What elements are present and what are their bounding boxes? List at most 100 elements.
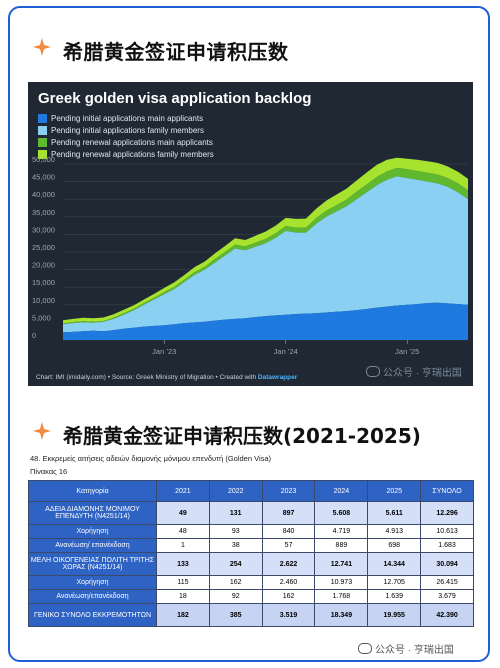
x-tick-label: Jan ’25: [395, 347, 419, 356]
table-header-row: Κατηγορία 2021 2022 2023 2024 2025 ΣΥΝΟΛΟ: [28, 480, 474, 502]
y-tick-label: 40,000: [32, 190, 55, 199]
column-header: 2024: [314, 480, 369, 502]
row-label: Χορήγηση: [28, 575, 157, 590]
table-cell: 1.768: [314, 589, 369, 604]
table-cell: 57: [261, 538, 316, 553]
table-cell: 133: [156, 552, 210, 576]
table-row: ΓΕΝΙΚΟ ΣΥΝΟΛΟ ΕΚΚΡΕΜΟΤΗΤΩΝ 182 385 3.519 18.…: [28, 603, 474, 627]
table-row: Ανανέωση/ επανέκδοση 1 38 57 889 698 1.683: [28, 538, 474, 553]
legend-item: Pending renewal applications family memb…: [38, 148, 214, 160]
y-tick-label: 45,000: [32, 173, 55, 182]
wechat-icon: [366, 366, 380, 377]
x-tick-label: Jan ’23: [152, 347, 176, 356]
table-cell: 385: [208, 603, 263, 627]
table-cell: 254: [208, 552, 263, 576]
section-title: 希腊黄金签证申请积压数(2021-2025): [63, 424, 421, 448]
row-label: ΜΕΛΗ ΟΙΚΟΓΕΝΕΙΑΣ ΠΟΛΙΤΗ ΤΡΙΤΗΣ ΧΩΡΑΣ (Ν4…: [28, 552, 157, 576]
table-cell: 5.608: [314, 501, 369, 525]
area-initial-family: [63, 176, 468, 333]
backlog-chart: Greek golden visa application backlog Pe…: [28, 82, 473, 386]
table-cell: 3.519: [261, 603, 316, 627]
y-tick-label: 50,000: [32, 155, 55, 164]
table-cell: 42.390: [420, 603, 474, 627]
table-cell: 162: [208, 575, 263, 590]
chart-plot: 50,000 45,000 40,000 35,000 30,000 25,000 20,0…: [32, 155, 468, 356]
row-label: ΓΕΝΙΚΟ ΣΥΝΟΛΟ ΕΚΚΡΕΜΟΤΗΤΩΝ: [28, 603, 157, 627]
table-cell: 18.349: [314, 603, 369, 627]
section-title: 希腊黄金签证申请积压数: [63, 40, 289, 64]
y-tick-label: 20,000: [32, 261, 55, 270]
table-cell: 12.705: [367, 575, 422, 590]
table-cell: 49: [156, 501, 210, 525]
table-cell: 30.094: [420, 552, 474, 576]
table-cell: 2.460: [261, 575, 316, 590]
sparkle-icon: [33, 38, 51, 56]
column-header: 2022: [208, 480, 263, 502]
y-tick-label: 35,000: [32, 208, 55, 217]
y-tick-label: 10,000: [32, 296, 55, 305]
table-cell: 1.639: [367, 589, 422, 604]
column-header: 2025: [367, 480, 422, 502]
sparkle-icon: [33, 422, 51, 440]
table-row: Ανανέωση/επανέκδοση 18 92 162 1.768 1.639 3.67…: [28, 589, 474, 604]
table-row: Χορήγηση 48 93 840 4.719 4.913 10.613: [28, 524, 474, 539]
table-cell: 1.683: [420, 538, 474, 553]
y-tick-label: 5,000: [32, 313, 51, 322]
table-cell: 889: [314, 538, 369, 553]
table-cell: 12.741: [314, 552, 369, 576]
table-cell: 162: [261, 589, 316, 604]
table-cell: 182: [156, 603, 210, 627]
golden-visa-table: Κατηγορία 2021 2022 2023 2024 2025 ΣΥΝΟΛΟ ΑΔΕΙ…: [28, 480, 474, 627]
table-cell: 1: [156, 538, 210, 553]
table-row: ΑΔΕΙΑ ΔΙΑΜΟΝΗΣ ΜΟΝΙΜΟΥ ΕΠΕΝΔΥΤΗ (Ν4251/1…: [28, 501, 474, 525]
row-label: Ανανέωση/ επανέκδοση: [28, 538, 157, 553]
chart-credits: Chart: IMI (imidaily.com) • Source: Gree…: [36, 374, 298, 381]
table-cell: 12.296: [420, 501, 474, 525]
table-cell: 19.955: [367, 603, 422, 627]
column-header: 2021: [156, 480, 210, 502]
table-cell: 5.611: [367, 501, 422, 525]
x-tick-label: Jan ’24: [274, 347, 298, 356]
table-cell: 26.415: [420, 575, 474, 590]
table-cell: 840: [261, 524, 316, 539]
column-header: Κατηγορία: [28, 480, 157, 502]
table-row: ΜΕΛΗ ΟΙΚΟΓΕΝΕΙΑΣ ΠΟΛΙΤΗ ΤΡΙΤΗΣ ΧΩΡΑΣ (Ν4…: [28, 552, 474, 576]
watermark: 公众号 · 亨瑞出国: [358, 641, 454, 656]
watermark: 公众号 · 亨瑞出国: [366, 364, 462, 379]
table-cell: 897: [261, 501, 316, 525]
table-cell: 48: [156, 524, 210, 539]
y-tick-label: 25,000: [32, 243, 55, 252]
area-initial-main: [63, 302, 468, 340]
table-cell: 10.613: [420, 524, 474, 539]
table-cell: 131: [208, 501, 263, 525]
table-cell: 38: [208, 538, 263, 553]
y-tick-label: 0: [32, 331, 36, 340]
table-cell: 698: [367, 538, 422, 553]
legend-item: Pending initial applications main applic…: [38, 112, 214, 124]
chart-title: Greek golden visa application backlog: [38, 90, 312, 107]
row-label: Ανανέωση/επανέκδοση: [28, 589, 157, 604]
table-cell: 2.622: [261, 552, 316, 576]
table-cell: 4.719: [314, 524, 369, 539]
table-cell: 3.679: [420, 589, 474, 604]
table-cell: 115: [156, 575, 210, 590]
row-label: ΑΔΕΙΑ ΔΙΑΜΟΝΗΣ ΜΟΝΙΜΟΥ ΕΠΕΝΔΥΤΗ (Ν4251/1…: [28, 501, 157, 525]
wechat-icon: [358, 643, 372, 654]
chart-legend: Pending initial applications main applic…: [38, 112, 214, 160]
table-cell: 18: [156, 589, 210, 604]
table-cell: 14.344: [367, 552, 422, 576]
legend-item: Pending renewal applications main applic…: [38, 136, 214, 148]
table-caption: 48. Εκκρεμείς αιτήσεις αδειών διαμονής μ…: [30, 454, 272, 463]
table-cell: 4.913: [367, 524, 422, 539]
column-header: 2023: [261, 480, 316, 502]
table-cell: 93: [208, 524, 263, 539]
y-tick-label: 30,000: [32, 225, 55, 234]
row-label: Χορήγηση: [28, 524, 157, 539]
table-cell: 92: [208, 589, 263, 604]
table-row: Χορήγηση 115 162 2.460 10.973 12.705 26.415: [28, 575, 474, 590]
column-header: ΣΥΝΟΛΟ: [420, 480, 474, 502]
legend-item: Pending initial applications family memb…: [38, 124, 214, 136]
table-cell: 10.973: [314, 575, 369, 590]
table-subcaption: Πίνακας 16: [30, 467, 68, 476]
y-tick-label: 15,000: [32, 278, 55, 287]
